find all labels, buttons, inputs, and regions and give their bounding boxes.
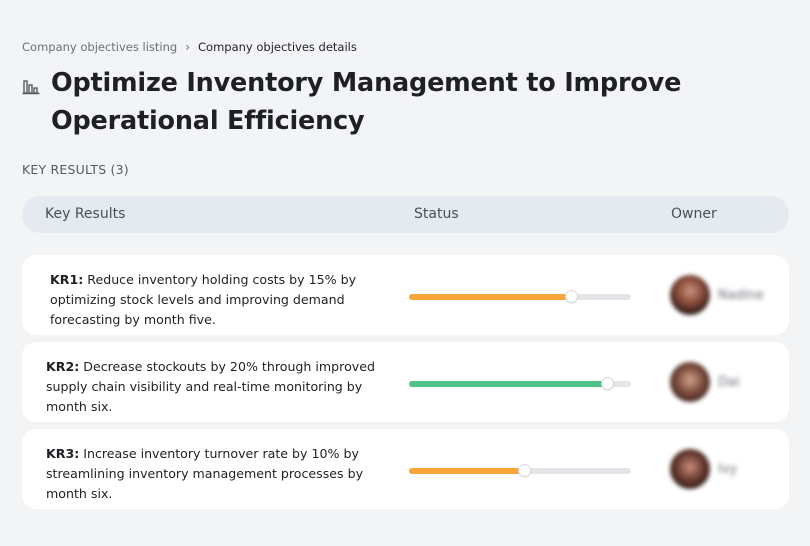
progress-fill	[409, 381, 607, 387]
avatar	[670, 275, 710, 315]
progress-handle[interactable]	[566, 291, 577, 302]
breadcrumb-separator-icon: ›	[185, 40, 191, 54]
owner-name: Nadine	[718, 287, 764, 303]
owner[interactable]: Ivy	[670, 449, 737, 489]
owner-name: Dai	[718, 374, 740, 390]
key-result-id: KR3:	[46, 446, 80, 461]
progress-fill	[409, 294, 571, 300]
key-result-description: Increase inventory turnover rate by 10% …	[46, 446, 364, 501]
key-result-id: KR2:	[46, 359, 80, 374]
column-header-key-results: Key Results	[45, 206, 126, 222]
owner[interactable]: Dai	[670, 362, 740, 402]
key-result-id: KR1:	[50, 272, 84, 287]
column-header-owner: Owner	[671, 206, 717, 222]
status-progress-bar[interactable]	[409, 465, 631, 476]
key-result-text: KR3: Increase inventory turnover rate by…	[46, 444, 391, 504]
table-header: Key Results Status Owner	[22, 196, 789, 233]
objective-header: Optimize Inventory Management to Improve…	[22, 64, 691, 140]
key-results-count: KEY RESULTS (3)	[22, 162, 129, 177]
owner[interactable]: Nadine	[670, 275, 764, 315]
key-result-description: Decrease stockouts by 20% through improv…	[46, 359, 375, 414]
building-chart-icon	[22, 80, 40, 95]
avatar	[670, 362, 710, 402]
key-result-text: KR2: Decrease stockouts by 20% through i…	[46, 357, 391, 417]
progress-fill	[409, 468, 524, 474]
progress-handle[interactable]	[519, 465, 530, 476]
owner-name: Ivy	[718, 461, 738, 477]
avatar	[670, 449, 710, 489]
breadcrumb: Company objectives listing › Company obj…	[22, 40, 357, 54]
status-progress-bar[interactable]	[409, 378, 631, 389]
key-result-description: Reduce inventory holding costs by 15% by…	[50, 272, 357, 327]
key-result-row[interactable]: KR3: Increase inventory turnover rate by…	[22, 429, 789, 509]
key-result-row[interactable]: KR1: Reduce inventory holding costs by 1…	[22, 255, 789, 335]
page-title: Optimize Inventory Management to Improve…	[51, 68, 682, 136]
key-result-row[interactable]: KR2: Decrease stockouts by 20% through i…	[22, 342, 789, 422]
status-progress-bar[interactable]	[409, 291, 631, 302]
breadcrumb-current: Company objectives details	[198, 40, 357, 54]
breadcrumb-parent-link[interactable]: Company objectives listing	[22, 40, 178, 54]
progress-handle[interactable]	[602, 378, 613, 389]
key-result-text: KR1: Reduce inventory holding costs by 1…	[50, 270, 390, 330]
column-header-status: Status	[414, 206, 459, 222]
